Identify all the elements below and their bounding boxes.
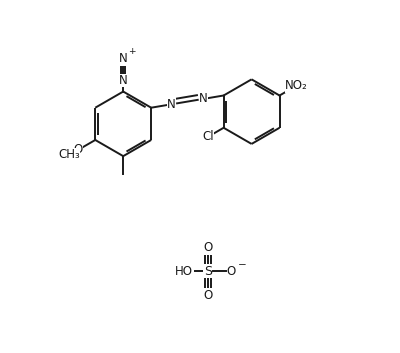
- Text: N: N: [167, 98, 176, 111]
- Text: Cl: Cl: [202, 130, 214, 143]
- Text: N: N: [119, 52, 128, 65]
- Text: O: O: [74, 143, 83, 156]
- Text: NO₂: NO₂: [285, 79, 308, 92]
- Text: CH₃: CH₃: [58, 149, 80, 161]
- Text: N: N: [199, 92, 208, 106]
- Text: O: O: [203, 289, 212, 301]
- Text: S: S: [204, 265, 212, 278]
- Text: −: −: [238, 260, 246, 270]
- Text: N: N: [119, 74, 128, 87]
- Text: O: O: [227, 265, 236, 278]
- Text: +: +: [128, 47, 136, 56]
- Text: HO: HO: [175, 265, 193, 278]
- Text: O: O: [203, 241, 212, 255]
